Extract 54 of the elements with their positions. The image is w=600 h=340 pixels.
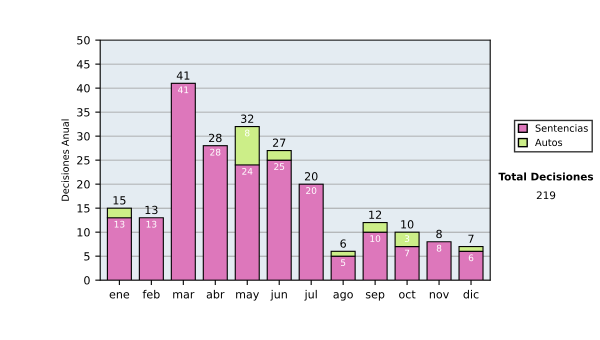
y-tick-label: 20 (77, 180, 90, 189)
data-label: 10 (370, 235, 380, 242)
data-label: 5 (340, 259, 346, 266)
total-label: 20 (304, 172, 318, 181)
legend-label: Sentencias (536, 124, 588, 132)
data-label: 3 (404, 235, 410, 242)
y-tick-label: 15 (78, 204, 90, 213)
total-label: 15 (114, 196, 126, 205)
x-tick-label: nov (430, 292, 449, 298)
data-label: 24 (242, 168, 252, 175)
x-tick-label: feb (142, 290, 160, 298)
total-label: 7 (468, 234, 474, 243)
x-tick-label: oct (399, 290, 416, 298)
total-label: 10 (401, 220, 414, 229)
x-tick-label: ago (333, 292, 353, 301)
legend-label: Autos (535, 138, 562, 146)
data-label: 6 (468, 254, 474, 262)
total-label: 41 (176, 71, 190, 80)
total-label: 6 (340, 239, 346, 248)
total-label: 32 (241, 114, 254, 123)
x-tick-label: jul (304, 290, 317, 301)
total-label: 28 (209, 134, 222, 142)
total-label: 8 (436, 230, 442, 238)
y-tick-label: 35 (77, 108, 90, 117)
y-tick-label: 0 (84, 276, 90, 285)
data-label: 28 (210, 148, 220, 156)
y-axis-title: Decisiones Anual (61, 119, 69, 201)
data-label: 8 (436, 244, 442, 252)
data-label: 8 (244, 130, 250, 136)
data-label: 7 (404, 250, 410, 256)
data-label: 41 (178, 86, 188, 94)
data-label: 20 (306, 187, 316, 194)
y-tick-label: 5 (84, 252, 90, 261)
y-tick-label: 25 (77, 156, 90, 165)
x-tick-label: sep (366, 292, 384, 301)
y-tick-label: 40 (76, 84, 90, 93)
y-tick-label: 30 (77, 132, 90, 141)
total-label: 27 (272, 138, 286, 147)
x-tick-label: dic (464, 290, 478, 298)
text: Total Decisiones (498, 172, 594, 180)
total-label: 13 (146, 206, 158, 214)
y-tick-label: 50 (77, 36, 90, 44)
y-tick-label: 10 (78, 228, 90, 237)
x-tick-label: abr (206, 290, 224, 298)
data-label: 13 (146, 220, 156, 228)
data-label: 13 (114, 220, 124, 228)
text: 219 (536, 191, 556, 200)
data-label: 25 (274, 163, 284, 170)
y-tick-label: 45 (76, 60, 90, 69)
x-tick-label: jun (270, 290, 287, 301)
x-tick-label: may (236, 292, 260, 301)
x-tick-label: mar (173, 292, 194, 298)
x-tick-label: ene (110, 292, 130, 298)
total-label: 12 (369, 210, 382, 219)
